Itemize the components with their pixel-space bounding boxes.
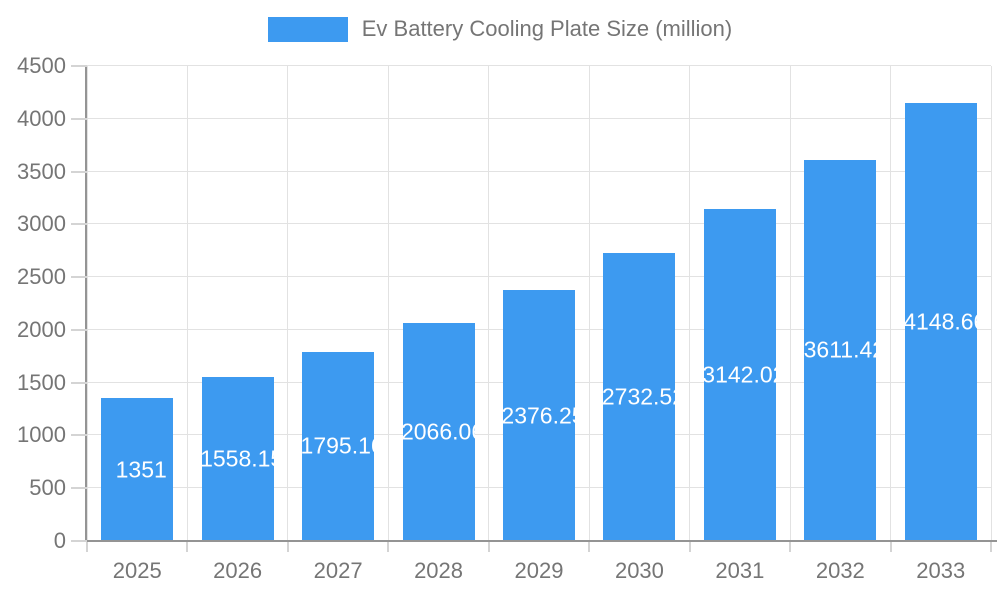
x-tick-label: 2030: [614, 558, 664, 583]
x-axis-tick: [889, 542, 892, 552]
y-axis-tick: [71, 276, 87, 279]
bar: 4148.66: [904, 103, 977, 541]
gridline-v: [789, 66, 791, 541]
bar-value-label: 2732.52: [603, 383, 675, 410]
x-axis-tick: [186, 542, 189, 552]
plot-area: 1351 1558.15 1795.16 2066.06 2376.25 2732.52 3…: [86, 65, 992, 541]
y-axis-tick: [71, 65, 87, 67]
y-axis-tick: [71, 117, 87, 120]
bar-value-label: 1558.15: [201, 445, 274, 472]
x-tick-label: 2025: [112, 558, 162, 583]
y-tick-label: 4500: [17, 53, 66, 78]
y-tick-label: 1000: [17, 422, 66, 448]
x-axis-line: [73, 540, 997, 542]
gridline-v: [890, 66, 892, 541]
x-axis-tick: [688, 542, 691, 552]
legend-label: Ev Battery Cooling Plate Size (million): [361, 16, 733, 41]
y-axis-tick: [71, 540, 87, 542]
bar-value-label: 2066.06: [402, 418, 475, 445]
gridline-h: [87, 276, 991, 278]
gridline-h: [87, 223, 991, 225]
x-axis-tick: [789, 542, 792, 552]
y-tick-label: 4000: [17, 105, 66, 131]
bar-value-label: 2376.25: [503, 402, 575, 429]
gridline-v: [387, 66, 389, 541]
gridline-v: [86, 66, 88, 541]
gridline-v: [588, 66, 590, 541]
bar: 1795.16: [302, 351, 375, 541]
y-axis-tick: [71, 328, 87, 331]
gridline-v: [689, 66, 691, 541]
x-axis-tick: [86, 542, 88, 552]
bar: 2066.06: [402, 322, 475, 541]
x-axis-tick: [487, 542, 490, 552]
bar: 2732.52: [603, 252, 676, 541]
x-axis-tick: [990, 542, 992, 552]
bar-value-label: 1795.16: [302, 432, 374, 459]
y-axis-tick: [71, 223, 87, 226]
x-tick-label: 2033: [916, 558, 966, 583]
bar-value-label: 1351: [115, 456, 167, 483]
gridline-v: [186, 66, 188, 541]
bar-value-label: 4148.66: [904, 308, 977, 335]
bar: 3142.02: [703, 209, 776, 541]
y-tick-label: 3500: [17, 158, 66, 184]
x-tick-label: 2031: [715, 558, 765, 583]
gridline-v: [990, 66, 992, 541]
gridline-h: [87, 170, 991, 172]
x-axis-tick: [588, 542, 591, 552]
x-tick-label: 2029: [514, 558, 564, 583]
legend-swatch[interactable]: [267, 16, 348, 42]
y-tick-label: 1500: [17, 369, 66, 395]
legend[interactable]: Ev Battery Cooling Plate Size (million): [0, 16, 1000, 42]
y-axis-tick: [71, 434, 87, 437]
y-axis-tick: [71, 487, 87, 490]
y-tick-label: 0: [53, 528, 66, 553]
gridline-h: [87, 117, 991, 119]
y-axis-line: [85, 66, 87, 542]
bar: 2376.25: [503, 290, 575, 541]
bar: 1351: [101, 398, 174, 541]
x-axis-tick: [286, 542, 289, 552]
y-tick-label: 2000: [17, 316, 66, 342]
y-axis-tick: [71, 381, 87, 384]
y-tick-label: 500: [29, 475, 66, 501]
x-tick-label: 2028: [414, 558, 464, 583]
y-tick-label: 2500: [17, 264, 66, 290]
gridline-v: [287, 66, 289, 541]
y-axis-tick: [71, 170, 87, 173]
gridline-v: [488, 66, 490, 541]
y-tick-label: 3000: [17, 211, 66, 237]
x-tick-label: 2027: [313, 558, 363, 583]
bar-value-label: 3611.42: [804, 336, 876, 363]
bar: 3611.42: [804, 159, 877, 541]
bar-value-label: 3142.02: [703, 361, 776, 388]
x-tick-label: 2032: [815, 558, 865, 583]
bar: 1558.15: [201, 376, 274, 541]
x-tick-label: 2026: [213, 558, 263, 583]
x-axis-tick: [387, 542, 390, 552]
gridline-h: [87, 65, 991, 66]
